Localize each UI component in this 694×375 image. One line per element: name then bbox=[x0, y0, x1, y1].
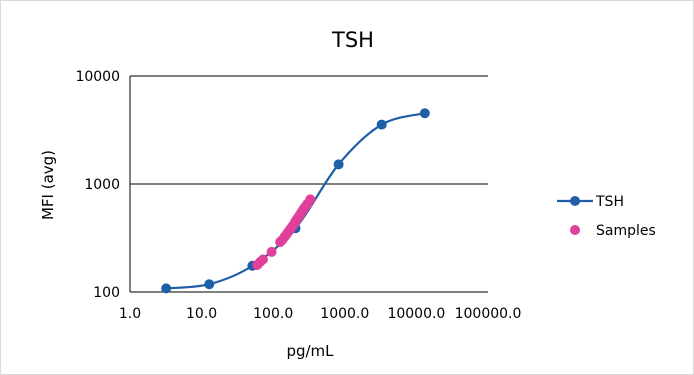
legend: TSH Samples bbox=[557, 194, 656, 239]
tsh-point bbox=[204, 279, 215, 290]
tsh-point bbox=[161, 283, 172, 294]
x-tick-label: 100000.0 bbox=[455, 306, 522, 322]
plot-series bbox=[161, 108, 430, 294]
x-tick-labels: 1.0 10.0 100.0 1000.0 10000.0 100000.0 bbox=[119, 306, 522, 322]
legend-samples-marker bbox=[570, 225, 580, 235]
chart-title: TSH bbox=[331, 28, 374, 52]
sample-point bbox=[257, 254, 268, 265]
legend-tsh-label: TSH bbox=[595, 194, 624, 210]
y-tick-labels: 100 1000 10000 bbox=[75, 69, 120, 301]
x-tick-label: 10.0 bbox=[186, 306, 217, 322]
y-tick-label: 100 bbox=[93, 285, 120, 301]
gridlines bbox=[130, 75, 488, 293]
x-tick-label: 1000.0 bbox=[320, 306, 369, 322]
y-axis-label: MFI (avg) bbox=[39, 150, 57, 220]
y-tick-label: 1000 bbox=[84, 177, 120, 193]
y-tick-label: 10000 bbox=[75, 69, 120, 85]
tsh-point bbox=[419, 108, 430, 119]
x-axis-label: pg/mL bbox=[286, 342, 334, 360]
tsh-point bbox=[333, 159, 344, 170]
legend-samples-label: Samples bbox=[596, 223, 656, 239]
tsh-point bbox=[376, 119, 387, 130]
sample-point bbox=[305, 194, 316, 205]
tsh-line bbox=[166, 112, 426, 290]
legend-tsh-marker bbox=[570, 196, 580, 206]
x-tick-label: 10000.0 bbox=[387, 306, 445, 322]
x-tick-label: 100.0 bbox=[253, 306, 293, 322]
sample-point bbox=[266, 246, 277, 257]
x-tick-label: 1.0 bbox=[119, 306, 141, 322]
